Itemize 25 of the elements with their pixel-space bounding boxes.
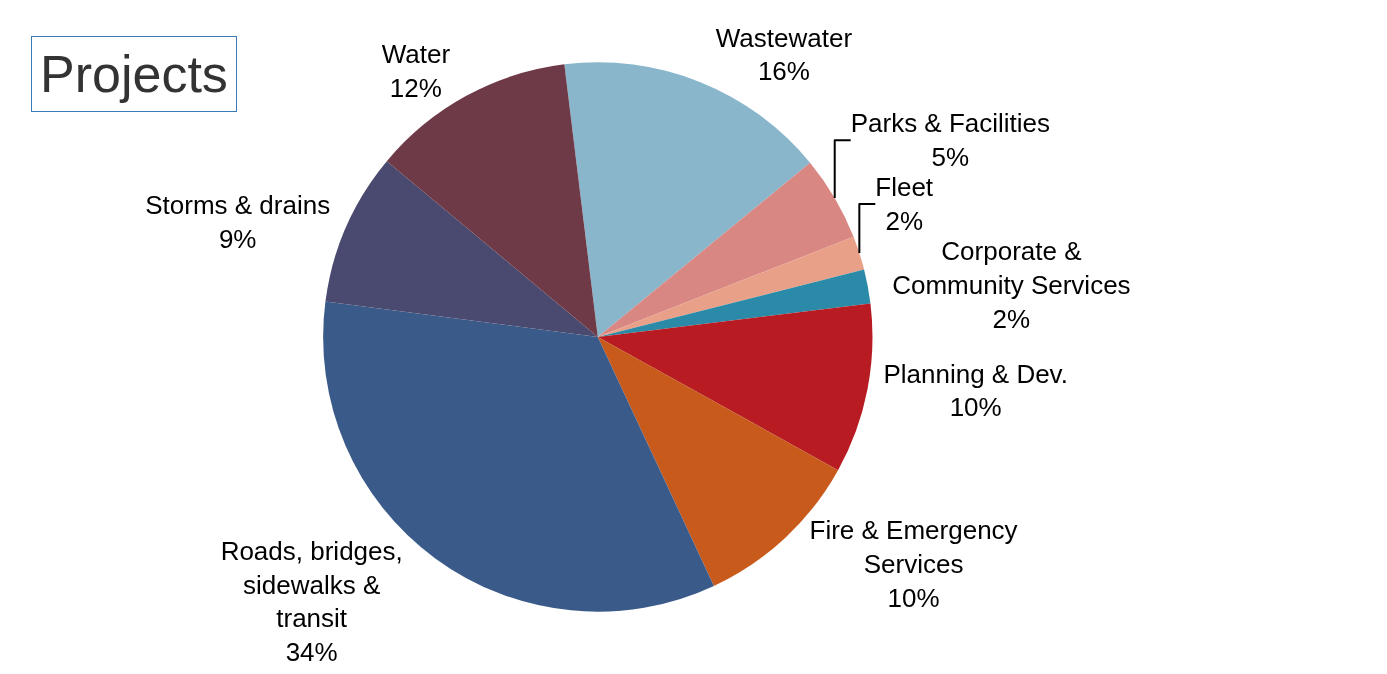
slice-label: Planning & Dev. (883, 358, 1068, 389)
data-label: 10% (887, 582, 940, 613)
data-label: 16% (757, 56, 810, 87)
data-label: 34% (285, 637, 338, 668)
slice-label: Wastewater (715, 22, 853, 53)
pie-slice (597, 303, 873, 471)
slice-label: Corporate & Community Services (892, 236, 1131, 300)
data-label: 2% (992, 303, 1031, 334)
slice-label: Storms & drains (145, 190, 331, 221)
pie-slice (597, 236, 865, 337)
slice-label: Fleet (875, 172, 934, 203)
data-label: 5% (931, 142, 970, 173)
pie-slice (597, 269, 871, 337)
pie-slice (597, 162, 854, 337)
slice-label: Roads, bridges, sidewalks & transit (220, 535, 403, 634)
data-label: 10% (949, 392, 1002, 423)
pie-slice (386, 64, 598, 337)
data-label: 2% (885, 206, 923, 237)
data-label: 9% (218, 223, 257, 254)
slice-label: Fire & Emergency Services (809, 515, 1018, 579)
pie-slice (564, 62, 811, 337)
chart-title: Projects (40, 45, 228, 103)
data-label: 12% (389, 73, 442, 104)
slice-label: Parks & Facilities (850, 108, 1051, 139)
slice-label: Water (381, 39, 451, 70)
